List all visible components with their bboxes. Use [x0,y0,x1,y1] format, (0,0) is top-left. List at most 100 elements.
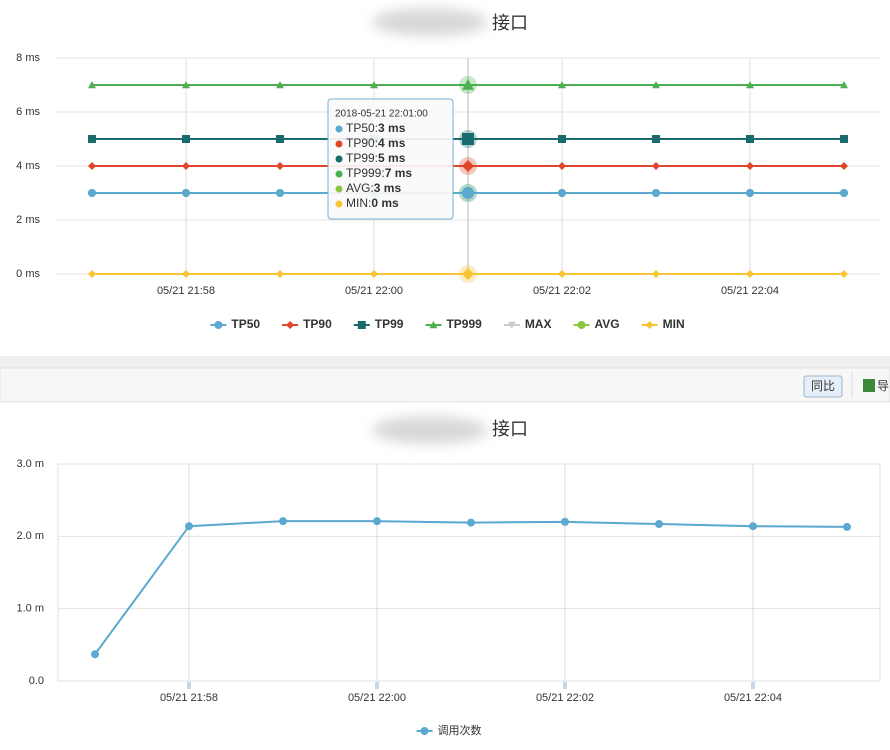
point [467,518,475,527]
blurred-title [372,416,488,444]
point [420,727,429,735]
point [462,160,474,172]
legend-label[interactable]: TP99 [375,317,404,331]
x-tick-label: 05/21 21:58 [157,285,215,297]
point [749,522,757,531]
legend-label[interactable]: MIN [663,317,685,331]
point [357,321,366,329]
point [91,650,99,659]
export-icon[interactable] [863,379,875,392]
point [645,321,654,329]
x-tick-label: 05/21 22:00 [348,692,406,704]
point [652,135,660,143]
point [655,520,663,529]
point [746,162,754,170]
y-tick-label: 6 ms [16,106,40,118]
x-tick-mark [563,682,567,689]
point [429,321,438,329]
point [185,522,193,531]
tooltip-value: 0 ms [371,196,399,210]
point [652,81,660,89]
point [840,135,848,143]
compare-button-label[interactable]: 同比 [811,379,835,393]
legend-label[interactable]: MAX [525,317,552,331]
toolbar [0,367,890,403]
point [558,81,566,89]
chart-title: 接口 [492,13,528,33]
point [276,270,284,278]
x-tick-label: 05/21 22:02 [533,285,591,297]
x-tick-label: 05/21 22:04 [724,692,782,704]
plot-border [57,463,881,682]
point [561,517,569,526]
point [370,81,378,89]
point [746,189,754,197]
point [558,189,566,197]
legend-label[interactable]: TP90 [303,317,332,331]
point [462,133,474,145]
point [652,270,660,278]
tooltip-dot [335,200,343,208]
separator [0,356,890,368]
point [652,162,660,170]
point [843,522,851,531]
export-label[interactable]: 导 [877,379,889,393]
tooltip-name: TP999: [346,166,385,180]
point [462,187,474,199]
x-tick-label: 05/21 22:02 [536,692,594,704]
point [652,189,660,197]
y-tick-label: 2 ms [16,214,40,226]
compare-button[interactable] [803,375,843,398]
point [214,321,223,329]
point [746,81,754,89]
tooltip-name: TP50: [346,121,378,135]
x-tick-mark [751,682,755,689]
tooltip-value: 3 ms [378,121,406,135]
y-tick-label: 1.0 m [16,603,44,615]
y-tick-label: 0 ms [16,268,40,280]
blurred-title [372,8,488,36]
x-tick-mark [187,682,191,689]
point [746,270,754,278]
tooltip-dot [335,170,343,178]
x-tick-label: 05/21 22:00 [345,285,403,297]
point [373,517,381,526]
point [558,135,566,143]
point [276,189,284,197]
legend-label[interactable]: TP50 [231,317,260,331]
tooltip-value: 4 ms [378,136,406,150]
point [558,270,566,278]
legend-label[interactable]: TP999 [446,317,482,331]
legend: TP50 TP90 TP99 TP999 MAX AVG MIN [210,317,685,331]
point [507,321,516,329]
x-tick-label: 05/21 22:04 [721,285,779,297]
tooltip-dot [335,185,343,193]
series-line [94,520,848,655]
tooltip-name: AVG: [346,181,374,195]
tooltip-name: MIN: [346,196,371,210]
point [462,79,474,90]
point [88,81,96,89]
legend-label[interactable]: AVG [594,317,619,331]
tooltip-value: 7 ms [385,166,413,180]
x-tick-mark [375,682,379,689]
point [182,135,190,143]
x-tick-label: 05/21 21:58 [160,692,218,704]
tooltip-dot [335,140,343,148]
point [746,135,754,143]
tooltip-value: 3 ms [374,181,402,195]
point [276,135,284,143]
tooltip-name: TP90: [346,136,378,150]
tooltip-title: 2018-05-21 22:01:00 [335,109,428,120]
point [88,270,96,278]
point [276,81,284,89]
point [182,270,190,278]
tooltip-dot [335,155,343,163]
point [182,189,190,197]
point [840,162,848,170]
legend-label[interactable]: 调用次数 [438,723,482,737]
point [558,162,566,170]
y-tick-label: 4 ms [16,160,40,172]
